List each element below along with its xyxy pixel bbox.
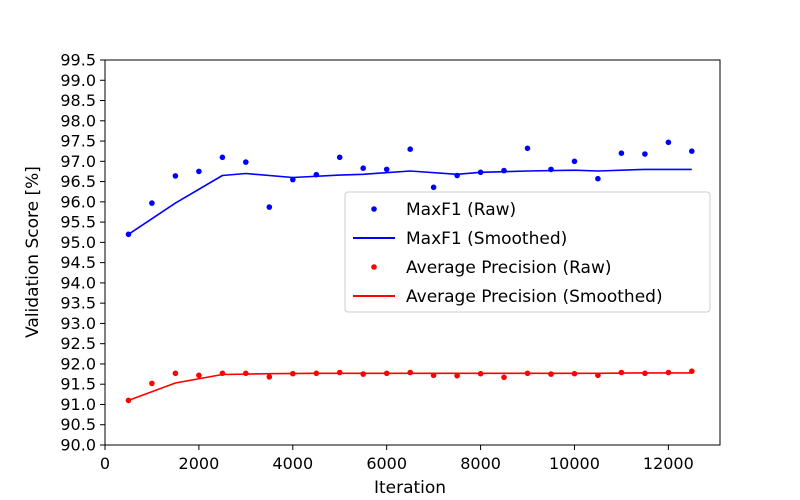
data-point xyxy=(383,166,390,173)
data-point xyxy=(149,200,155,206)
data-point xyxy=(407,146,414,152)
y-tick-label: 93.0 xyxy=(60,314,96,333)
x-tick-label: 12000 xyxy=(643,454,694,473)
data-point xyxy=(172,370,179,377)
legend-swatch-marker xyxy=(371,264,377,270)
y-tick-label: 91.5 xyxy=(60,375,96,394)
data-point xyxy=(219,154,226,161)
y-tick-label: 97.5 xyxy=(60,132,96,151)
data-point xyxy=(595,175,601,182)
legend-label: Average Precision (Smoothed) xyxy=(406,287,663,307)
data-point xyxy=(618,150,625,156)
data-point xyxy=(665,139,672,146)
y-tick-label: 97.0 xyxy=(60,152,96,171)
data-point xyxy=(243,159,249,165)
y-tick-label: 98.0 xyxy=(60,111,96,130)
y-tick-label: 96.0 xyxy=(60,192,96,211)
y-axis-title: Validation Score [%] xyxy=(23,166,43,338)
data-point xyxy=(501,374,507,381)
x-tick-label: 0 xyxy=(100,454,110,473)
data-point xyxy=(524,145,531,152)
data-point xyxy=(196,372,202,379)
y-tick-label: 93.5 xyxy=(60,294,96,313)
legend-box xyxy=(344,191,711,313)
legend: MaxF1 (Raw) MaxF1 (Smoothed) Average Preci… xyxy=(344,191,711,313)
x-tick-label: 4000 xyxy=(272,454,313,473)
data-point xyxy=(360,371,367,377)
y-tick-label: 95.0 xyxy=(60,233,96,252)
y-tick-label: 92.0 xyxy=(60,354,96,373)
x-axis-title: Iteration xyxy=(374,478,446,498)
x-tick-label: 10000 xyxy=(549,454,600,473)
y-tick-label: 99.5 xyxy=(60,51,96,70)
data-point xyxy=(642,151,648,157)
data-point xyxy=(266,204,273,210)
legend-label: MaxF1 (Smoothed) xyxy=(406,229,567,249)
legend-swatch-marker xyxy=(371,206,377,212)
x-tick-label: 2000 xyxy=(179,454,220,473)
axes: 0 2000 4000 6000 8000 10000 1200090.090.591.09… xyxy=(60,51,721,473)
y-tick-label: 99.0 xyxy=(60,71,96,90)
x-tick-label: 6000 xyxy=(366,454,407,473)
y-tick-label: 94.0 xyxy=(60,273,96,292)
data-point xyxy=(360,165,367,171)
y-tick-label: 91.0 xyxy=(60,395,96,414)
data-point xyxy=(571,158,578,165)
plot-frame xyxy=(104,59,721,446)
x-tick-label: 8000 xyxy=(460,454,501,473)
data-point xyxy=(430,184,437,191)
data-point xyxy=(125,397,132,404)
data-point xyxy=(336,369,343,376)
y-tick-label: 90.0 xyxy=(60,436,96,455)
series-line xyxy=(128,372,692,402)
legend-label: MaxF1 (Raw) xyxy=(406,200,516,220)
y-tick-label: 94.5 xyxy=(60,253,96,272)
y-tick-label: 92.5 xyxy=(60,334,96,353)
data-point xyxy=(336,154,343,161)
data-point xyxy=(501,167,507,174)
series-line xyxy=(128,168,692,235)
data-point xyxy=(149,380,155,387)
data-point xyxy=(689,148,695,154)
y-tick-label: 90.5 xyxy=(60,415,96,434)
legend-label: Average Precision (Raw) xyxy=(406,258,612,278)
y-tick-label: 98.5 xyxy=(60,91,96,110)
data-point xyxy=(172,173,179,179)
data-point xyxy=(454,372,460,379)
data-point xyxy=(548,371,554,377)
data-point xyxy=(196,168,202,175)
data-point xyxy=(266,374,273,380)
y-tick-label: 96.5 xyxy=(60,172,96,191)
plot-area xyxy=(125,139,695,404)
y-tick-label: 95.5 xyxy=(60,213,96,232)
